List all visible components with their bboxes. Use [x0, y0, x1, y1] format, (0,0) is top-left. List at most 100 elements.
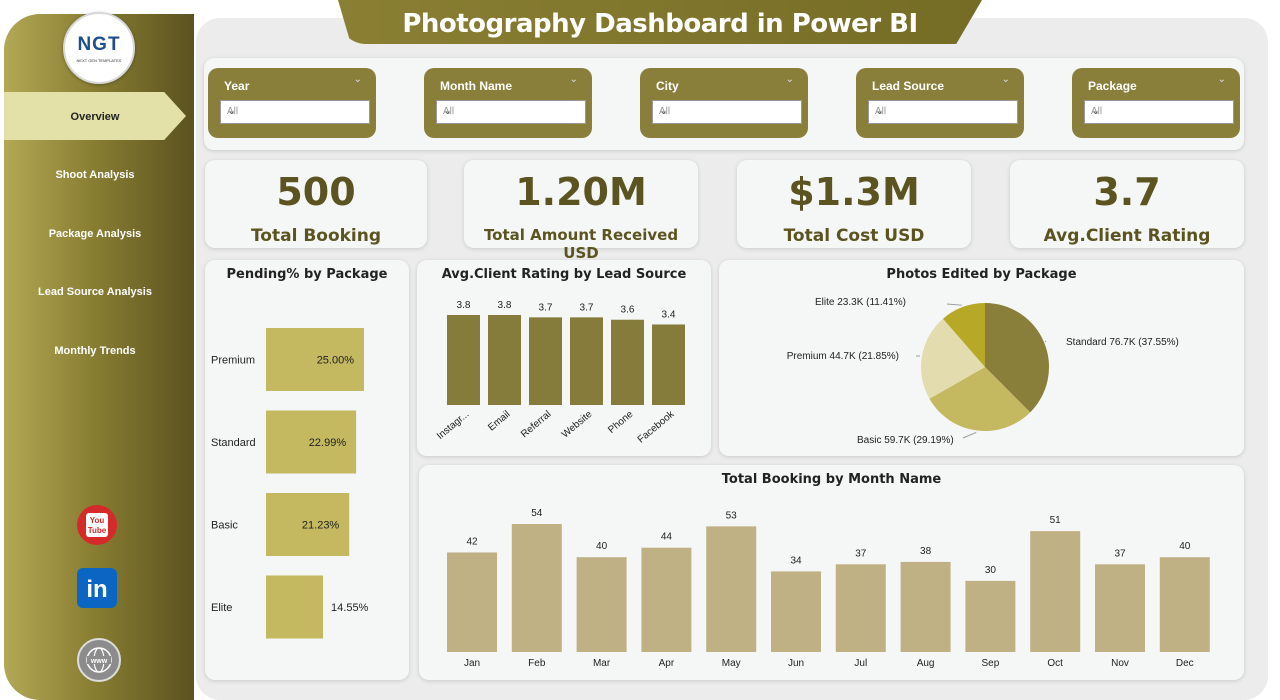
tick-label: Dec: [1176, 658, 1194, 669]
data-label: 40: [596, 541, 608, 552]
nav-item-lead-source-analysis[interactable]: Lead Source Analysis: [38, 286, 152, 298]
bar-sep[interactable]: [965, 580, 1016, 652]
bar-jan[interactable]: [447, 552, 497, 652]
filter-dropdown[interactable]: All ⌄: [220, 100, 370, 124]
tick-label: Jan: [464, 658, 480, 669]
category-label: Premium: [211, 355, 255, 367]
filter-value: All: [659, 106, 671, 117]
bar-apr[interactable]: [641, 547, 692, 652]
bar-may[interactable]: [706, 526, 757, 652]
svg-text:Tube: Tube: [88, 526, 107, 535]
tick-label: May: [722, 658, 741, 669]
chevron-down-icon[interactable]: ⌄: [1217, 74, 1226, 85]
slice-standard[interactable]: [985, 303, 1049, 413]
filter-value: All: [1091, 106, 1103, 117]
data-label: 14.55%: [331, 602, 369, 614]
filter-label: Package: [1088, 79, 1137, 93]
nav-item-monthly-trends[interactable]: Monthly Trends: [54, 345, 136, 357]
bar-premium[interactable]: [266, 328, 364, 391]
bar-oct[interactable]: [1030, 531, 1081, 652]
bar-website[interactable]: [570, 317, 603, 405]
tick-label: Facebook: [636, 408, 677, 445]
globe-icon[interactable]: www: [77, 638, 121, 682]
kpi-card-total-cost: $1.3M Total Cost USD: [737, 160, 971, 248]
dropdown-chevron-icon: ⌄: [875, 105, 885, 117]
chart-title: Photos Edited by Package: [886, 267, 1077, 282]
chevron-down-icon[interactable]: ⌄: [569, 74, 578, 85]
chart-booking-by-month: Total Booking by Month Name 42 Jan 54 Feb 40…: [419, 465, 1244, 680]
slice-elite[interactable]: [942, 303, 985, 367]
bar-nov[interactable]: [1095, 564, 1145, 652]
bar-mar[interactable]: [576, 557, 627, 652]
tick-label: Phone: [606, 409, 636, 436]
leader-line: [962, 431, 977, 439]
data-label: 40: [1179, 541, 1191, 552]
chevron-down-icon[interactable]: ⌄: [1001, 74, 1010, 85]
kpi-label: Avg.Client Rating: [1043, 226, 1211, 246]
tick-label: Email: [486, 409, 512, 434]
filter-lead-source[interactable]: Lead Source ⌄ All ⌄: [856, 68, 1024, 138]
category-label: Standard: [211, 437, 256, 449]
filter-dropdown[interactable]: All ⌄: [436, 100, 586, 124]
slice-label: Premium 44.7K (21.85%): [787, 351, 899, 362]
title-bar: Photography Dashboard in Power BI: [338, 0, 982, 44]
kpi-card-total-amount: 1.20M Total Amount Received USD: [464, 160, 698, 262]
filter-package[interactable]: Package ⌄ All ⌄: [1072, 68, 1240, 138]
bar-dec[interactable]: [1159, 557, 1210, 652]
data-label: 37: [1114, 548, 1126, 559]
data-label: 30: [985, 565, 997, 576]
bar-instagr[interactable]: [447, 315, 480, 405]
page-title: Photography Dashboard in Power BI: [402, 9, 918, 39]
bar-facebook[interactable]: [652, 324, 685, 405]
filter-month-name[interactable]: Month Name ⌄ All ⌄: [424, 68, 592, 138]
data-label: 42: [466, 536, 478, 547]
bar-feb[interactable]: [511, 524, 562, 652]
filter-year[interactable]: Year ⌄ All ⌄: [208, 68, 376, 138]
slice-label: Elite 23.3K (11.41%): [815, 297, 906, 308]
category-label: Basic: [211, 520, 238, 532]
data-label: 44: [661, 532, 673, 543]
logo-subtitle: NEXT GEN TEMPLATES: [76, 58, 122, 63]
filter-dropdown[interactable]: All ⌄: [868, 100, 1018, 124]
bar-referral[interactable]: [529, 317, 562, 405]
tick-label: Feb: [528, 658, 546, 669]
bar-phone[interactable]: [611, 319, 644, 405]
data-label: 3.7: [539, 302, 553, 313]
bar-basic[interactable]: [266, 493, 350, 556]
nav-item-package-analysis[interactable]: Package Analysis: [48, 228, 142, 240]
filter-dropdown[interactable]: All ⌄: [652, 100, 802, 124]
nav-item-shoot-analysis[interactable]: Shoot Analysis: [55, 169, 135, 181]
rating-bar-chart: 3.8 Instagr... 3.8 Email 3.7 Referral 3.7 Websi…: [435, 300, 685, 446]
kpi-value: 500: [276, 170, 356, 214]
leader-line: [946, 303, 962, 306]
bar-jul[interactable]: [835, 564, 886, 652]
bar-jun[interactable]: [771, 571, 821, 652]
filter-label: Month Name: [440, 79, 512, 93]
photos-pie-chart: Standard 76.7K (37.55%) Basic 59.7K (29.1…: [787, 297, 1179, 446]
tick-label: Nov: [1111, 658, 1129, 669]
chart-title: Pending% by Package: [226, 267, 388, 282]
filter-city[interactable]: City ⌄ All ⌄: [640, 68, 808, 138]
filter-label: Lead Source: [872, 79, 945, 93]
youtube-icon[interactable]: You Tube: [77, 505, 117, 545]
slice-basic[interactable]: [929, 367, 1031, 431]
dropdown-chevron-icon: ⌄: [659, 105, 669, 117]
bar-elite[interactable]: [266, 575, 324, 639]
data-label: 37: [855, 548, 867, 559]
slice-label: Basic 59.7K (29.19%): [857, 435, 954, 446]
tick-label: Apr: [659, 658, 675, 669]
chevron-down-icon[interactable]: ⌄: [785, 74, 794, 85]
data-label: 22.99%: [309, 437, 347, 449]
filter-dropdown[interactable]: All ⌄: [1084, 100, 1234, 124]
bar-standard[interactable]: [266, 410, 357, 474]
tick-label: Instagr...: [435, 409, 471, 442]
nav-item-overview[interactable]: Overview: [70, 111, 120, 123]
slice-premium[interactable]: [921, 318, 985, 399]
chart-title: Avg.Client Rating by Lead Source: [441, 267, 687, 282]
bar-email[interactable]: [488, 315, 521, 405]
chart-rating-by-lead-source: Avg.Client Rating by Lead Source 3.8 Inst…: [417, 260, 711, 456]
chevron-down-icon[interactable]: ⌄: [353, 74, 362, 85]
linkedin-icon[interactable]: in: [77, 568, 117, 608]
kpi-value: 3.7: [1093, 170, 1161, 214]
bar-aug[interactable]: [900, 561, 951, 652]
